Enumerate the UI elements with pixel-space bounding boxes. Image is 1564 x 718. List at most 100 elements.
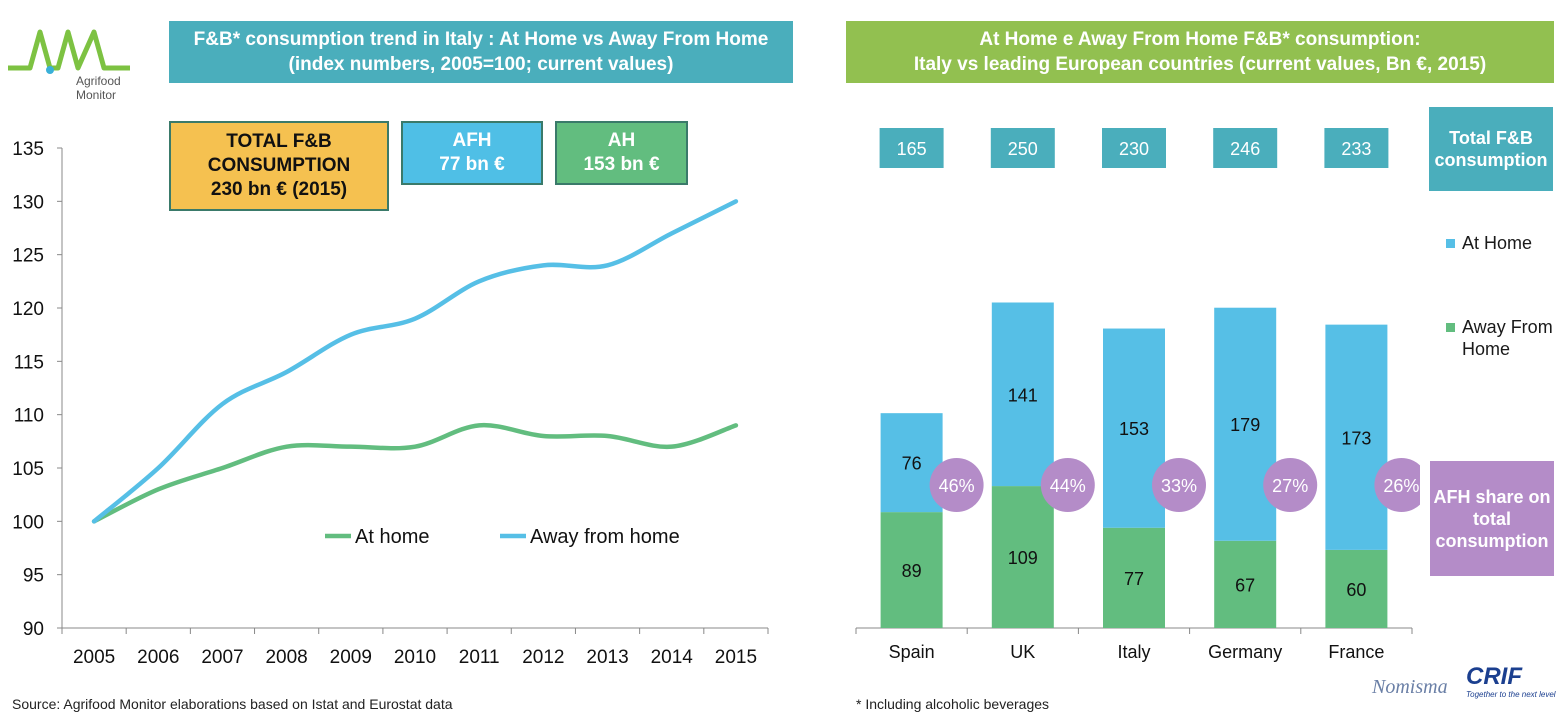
bar-value-home: 153 <box>1119 419 1149 439</box>
crif-logo-text: CRIF <box>1466 663 1522 690</box>
x-tick-label: 2015 <box>715 647 757 668</box>
kpi-ah-label: AH <box>607 130 636 151</box>
left-title-line2: (index numbers, 2005=100; current values… <box>288 54 674 75</box>
bar-value-home: 179 <box>1230 415 1260 435</box>
kpi-ah-box: AH 153 bn € <box>555 121 688 185</box>
total-label-line1: Total F&B <box>1449 128 1533 148</box>
share-label-line1: AFH share on <box>1433 486 1551 507</box>
share-label-line3: consumption <box>1435 530 1549 551</box>
bar-value-away: 60 <box>1346 580 1366 600</box>
kpi-total-line1: TOTAL F&B <box>226 131 332 152</box>
right-chart-title: At Home e Away From Home F&B* consumptio… <box>846 21 1554 83</box>
y-tick-label: 125 <box>12 246 44 267</box>
x-tick-label: 2006 <box>137 647 179 668</box>
x-tick-label: 2009 <box>330 647 372 668</box>
kpi-total-line3: 230 bn € (2015) <box>210 179 348 200</box>
y-tick-label: 105 <box>12 459 44 480</box>
afh-share-value: 27% <box>1272 476 1308 496</box>
legend-label: Away from home <box>530 526 680 548</box>
left-title-line1: F&B* consumption trend in Italy : At Hom… <box>193 29 769 50</box>
afh-share-value: 26% <box>1383 476 1419 496</box>
series-line-at-home <box>91 422 739 524</box>
line-chart: 90 95 100 105 110 115 120 125 130 135 2005 2006 2007… <box>12 139 769 668</box>
bar-at-home <box>1214 307 1277 541</box>
bar-value-away: 67 <box>1235 575 1255 595</box>
category-label: Italy <box>1117 642 1150 662</box>
legend-label: At home <box>355 526 429 548</box>
total-value: 233 <box>1341 139 1371 159</box>
afh-share-circle <box>1040 458 1095 512</box>
bar-value-home: 173 <box>1341 428 1371 448</box>
logo-wave-icon <box>8 29 130 74</box>
legend-item-at-home: At Home <box>1446 232 1564 254</box>
x-tick-label: 2011 <box>459 647 500 668</box>
bar-away-from-home <box>991 486 1054 628</box>
footnote: * Including alcoholic beverages <box>856 696 1050 712</box>
total-label-line2: consumption <box>1434 150 1548 170</box>
crif-logo: CRIF Together to the next level <box>1466 663 1558 700</box>
kpi-afh-label: AFH <box>452 130 492 151</box>
afh-share-circle <box>1263 458 1318 512</box>
afh-share-circle <box>1374 458 1420 512</box>
kpi-total-box: TOTAL F&B CONSUMPTION 230 bn € (2015) <box>169 121 389 211</box>
total-value: 165 <box>897 139 927 159</box>
share-label-line2: total <box>1473 508 1511 529</box>
afh-share-circle <box>929 458 984 512</box>
bar-value-home: 141 <box>1008 385 1038 405</box>
category-label: UK <box>1010 642 1035 662</box>
bar-value-away: 89 <box>902 561 922 581</box>
category-label: Spain <box>889 642 935 662</box>
x-tick-label: 2012 <box>522 647 564 668</box>
series-line-away-from-home <box>91 199 739 524</box>
kpi-afh-value: 77 bn € <box>439 154 505 175</box>
x-tick-label: 2013 <box>586 647 628 668</box>
x-tick-label: 2008 <box>265 647 307 668</box>
total-box <box>879 128 944 168</box>
x-tick-label: 2005 <box>73 647 115 668</box>
afh-share-value: 46% <box>939 476 975 496</box>
total-consumption-label: Total F&B consumption <box>1429 107 1553 191</box>
total-value: 230 <box>1119 139 1149 159</box>
y-tick-label: 120 <box>12 299 44 320</box>
legend-item-away: Away From Home <box>1446 316 1564 360</box>
x-tick-label: 2007 <box>201 647 243 668</box>
total-box <box>1102 128 1166 168</box>
y-tick-label: 100 <box>12 512 44 533</box>
bar-at-home <box>991 302 1054 487</box>
bar-value-away: 109 <box>1008 548 1038 568</box>
bar-away-from-home <box>1103 527 1165 628</box>
kpi-afh-box: AFH 77 bn € <box>401 121 543 185</box>
stacked-bar-chart: 89 76 165 46% Spain 109 141 250 44% UK 77 153 230 33%… <box>855 128 1420 662</box>
bar-away-from-home <box>1214 540 1277 628</box>
left-chart-title: F&B* consumption trend in Italy : At Hom… <box>169 21 793 83</box>
y-tick-label: 95 <box>23 566 44 587</box>
source-note: Source: Agrifood Monitor elaborations ba… <box>12 696 453 712</box>
y-tick-label: 90 <box>23 619 44 640</box>
afh-share-value: 44% <box>1050 476 1086 496</box>
total-box <box>1213 128 1278 168</box>
bar-away-from-home <box>880 512 943 628</box>
y-tick-label: 110 <box>14 406 44 427</box>
bar-at-home <box>1325 324 1388 550</box>
agrifood-monitor-logo: Agrifood Monitor <box>4 22 164 102</box>
nomisma-logo: Nomisma <box>1372 676 1448 698</box>
bar-value-away: 77 <box>1124 569 1144 589</box>
total-value: 250 <box>1008 139 1038 159</box>
legend-label-at-home: At Home <box>1462 233 1533 253</box>
right-title-line2: Italy vs leading European countries (cur… <box>913 54 1487 75</box>
total-value: 246 <box>1230 139 1260 159</box>
afh-share-value: 33% <box>1161 476 1197 496</box>
total-box <box>990 128 1055 168</box>
kpi-ah-value: 153 bn € <box>583 154 660 175</box>
bar-away-from-home <box>1325 549 1388 628</box>
brand-name: Agrifood Monitor <box>76 74 121 102</box>
x-tick-label: 2014 <box>651 647 694 668</box>
x-tick-label: 2010 <box>394 647 436 668</box>
right-title-line1: At Home e Away From Home F&B* consumptio… <box>979 29 1421 50</box>
category-label: France <box>1328 642 1384 662</box>
crif-tagline: Together to the next level <box>1466 690 1556 699</box>
y-tick-label: 115 <box>14 352 44 373</box>
y-tick-label: 135 <box>12 139 44 160</box>
y-tick-label: 130 <box>12 192 44 213</box>
bar-legend: At Home Away From Home <box>1446 232 1564 360</box>
